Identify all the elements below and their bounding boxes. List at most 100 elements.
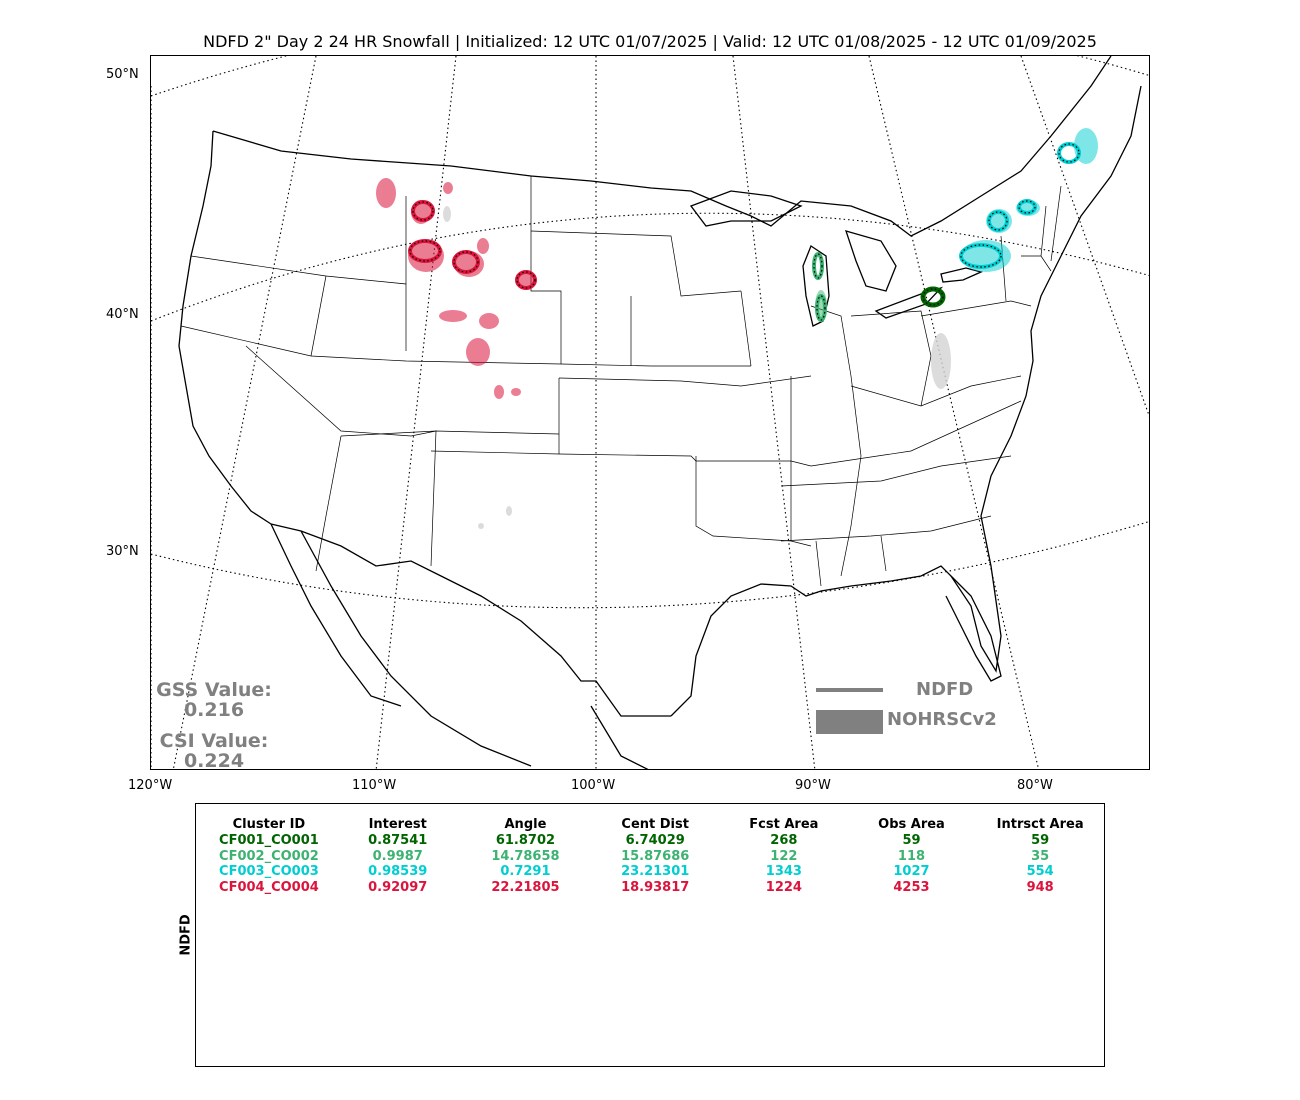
table-header-row: Cluster ID Interest Angle Cent Dist Fcst… [204,815,1104,833]
cell-interest: 0.87541 [368,833,428,849]
lat-label-40n: 40°N [106,307,139,322]
intersect-outlines-cf004 [409,201,536,289]
map-title: NDFD 2" Day 2 24 HR Snowfall | Initializ… [203,32,1097,51]
unmatched-object [931,333,951,389]
gss-label: GSS Value: [156,679,272,701]
cell-obs-area: 4253 [893,879,930,895]
unmatched-object [478,523,484,529]
lon-line-110w [375,56,457,769]
obs-object-cf004 [376,178,396,208]
cell-cluster-id: CF004_CO004 [219,879,319,895]
lat-line-50n [151,56,1149,97]
obs-object-cf004 [408,240,444,272]
header-angle: Angle [504,816,547,832]
cell-interest: 0.9987 [372,848,423,864]
cluster-cf001 [920,286,946,308]
lon-label-110w: 110°W [352,778,397,793]
cell-obs-area: 1027 [893,864,930,880]
cell-obs-area: 118 [897,848,926,864]
cell-cent-dist: 6.74029 [625,833,685,849]
obs-object-cf004 [511,388,521,396]
cell-intrsct-area: 554 [1026,864,1054,880]
table-row: CF004_CO004 0.92097 22.21805 18.93817 1224 42… [204,880,1104,896]
us-east-coast [670,85,1142,717]
csi-value: 0.224 [183,750,245,772]
table-side-label: NDFD [178,914,194,956]
us-canada-border [212,56,1112,237]
cell-cent-dist: 15.87686 [621,848,690,864]
cell-angle: 61.8702 [495,833,556,849]
lon-label-100w: 100°W [571,778,616,793]
lon-line-80w [1020,56,1149,418]
obs-object-cf004 [479,313,499,329]
table-row: CF002_CO002 0.9987 14.78658 15.87686 122 118 3… [204,849,1104,865]
lake-ontario [940,267,983,283]
cell-angle: 0.7291 [500,864,551,880]
obs-object-cf004 [439,310,467,322]
cell-fcst-area: 1343 [765,864,802,880]
lon-label-120w: 120°W [128,778,173,793]
obs-object-cf004 [477,238,489,254]
map-panel [150,55,1150,770]
stats-table: Cluster ID Interest Angle Cent Dist Fcst… [204,815,1104,895]
unmatched-object [443,206,451,222]
cell-intrsct-area: 59 [1031,833,1050,849]
cell-interest: 0.98539 [368,864,428,880]
mexico-coast [300,530,649,769]
lon-label-90w: 90°W [795,778,831,793]
obs-object-cf004 [494,385,504,399]
cell-cent-dist: 23.21301 [621,864,690,880]
unmatched-object [506,506,512,516]
cell-angle: 22.21805 [491,879,560,895]
lat-label-50n: 50°N [106,67,139,82]
obs-object-cf004 [443,182,453,194]
header-obs-area: Obs Area [878,816,945,832]
cell-fcst-area: 1224 [765,879,802,895]
cell-cluster-id: CF003_CO003 [219,864,319,880]
us-west-coast [178,130,272,525]
obs-object-cf004 [466,338,490,366]
cell-intrsct-area: 35 [1031,848,1050,864]
legend-label-nohrsc: NOHRSCv2 [887,709,997,730]
cell-fcst-area: 122 [770,848,798,864]
lon-line-85w [868,56,1040,769]
header-fcst-area: Fcst Area [749,816,819,832]
lat-line-40n [151,212,1149,322]
coastlines [178,56,1142,769]
header-intrsct-area: Intrsct Area [996,816,1084,832]
gss-value: 0.216 [183,699,245,721]
cell-obs-area: 59 [902,833,921,849]
lon-label-80w: 80°W [1017,778,1053,793]
legend-nohrsc-swatch [816,710,883,734]
baja-california [270,523,402,707]
lat-label-30n: 30°N [106,544,139,559]
state-borders [180,176,1062,587]
lat-line-30n [151,521,1149,609]
cell-cent-dist: 18.93817 [621,879,690,895]
lake-huron [844,230,897,292]
lake-superior [689,190,803,227]
graticule [151,56,1149,769]
florida [945,575,1002,682]
cell-cluster-id: CF002_CO002 [219,848,319,864]
header-cent-dist: Cent Dist [621,816,689,832]
cell-interest: 0.92097 [368,879,428,895]
conus-map [151,56,1149,769]
cluster-cf003 [959,128,1098,272]
us-mexico-border [270,523,671,717]
header-interest: Interest [368,816,427,832]
csi-label: CSI Value: [159,730,269,752]
cell-intrsct-area: 948 [1026,879,1054,895]
lake-michigan [802,245,830,327]
cell-cluster-id: CF001_CO001 [219,833,319,849]
table-row: CF003_CO003 0.98539 0.7291 23.21301 1343 1027… [204,864,1104,880]
unmatched-objects [443,206,951,529]
table-row: CF001_CO001 0.87541 61.8702 6.74029 268 59 59 [204,833,1104,849]
lake-erie [874,286,944,319]
observed-objects-cf004 [376,178,536,399]
lon-line-115w [172,56,317,769]
lon-line-90w [732,56,816,769]
cluster-cf002 [812,252,827,322]
cell-angle: 14.78658 [491,848,560,864]
header-cluster-id: Cluster ID [232,816,306,832]
